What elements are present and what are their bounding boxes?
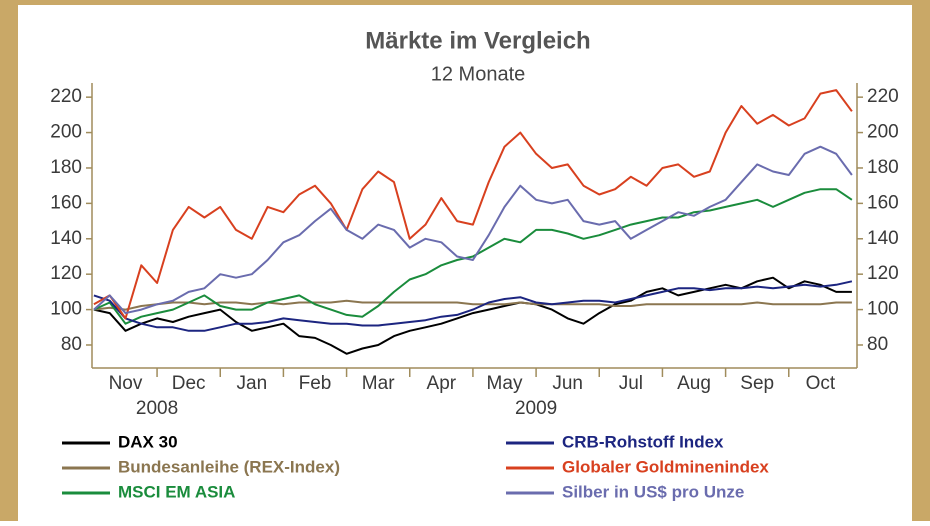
y-tick-label: 120 (50, 263, 82, 284)
x-tick-label: May (487, 373, 523, 394)
y-tick-label: 180 (50, 157, 82, 178)
y-tick-label: 160 (50, 192, 82, 213)
x-tick-label: Dec (172, 373, 206, 394)
y2-tick-label: 200 (867, 122, 899, 143)
x-tick-label: Apr (427, 373, 457, 394)
y2-tick-label: 140 (867, 228, 899, 249)
y-tick-label: 100 (50, 299, 82, 320)
y2-tick-label: 180 (867, 157, 899, 178)
series-line (93, 280, 853, 332)
x-tick-label: Sep (740, 373, 774, 394)
legend-label: Globaler Goldminenindex (562, 457, 769, 476)
legend-label: Silber in US$ pro Unze (562, 482, 744, 501)
series-line (93, 188, 853, 325)
legend-label: MSCI EM ASIA (118, 482, 235, 501)
legend-label: DAX 30 (118, 432, 178, 451)
x-tick-label: Nov (109, 373, 143, 394)
x-tick-label: Jun (552, 373, 583, 394)
legend-label: Bundesanleihe (REX-Index) (118, 457, 340, 476)
y2-tick-label: 100 (867, 299, 899, 320)
series-line (93, 89, 853, 320)
legend-label: CRB-Rohstoff Index (562, 432, 724, 451)
x-tick-label: Feb (299, 373, 332, 394)
y2-tick-label: 220 (867, 86, 899, 107)
panel (18, 5, 912, 521)
y-tick-label: 200 (50, 122, 82, 143)
x-tick-label: Oct (806, 373, 836, 394)
series-line (93, 299, 852, 311)
y-tick-label: 140 (50, 228, 82, 249)
x-tick-label: Aug (677, 373, 711, 394)
y2-tick-label: 80 (867, 334, 888, 355)
chart-subtitle: 12 Monate (431, 63, 526, 85)
y-tick-label: 80 (61, 334, 82, 355)
series-line (93, 145, 853, 315)
y2-tick-label: 120 (867, 263, 899, 284)
chart-title: Märkte im Vergleich (365, 27, 590, 54)
series-line (93, 276, 852, 355)
y2-tick-label: 160 (867, 192, 899, 213)
y-tick-label: 220 (50, 86, 82, 107)
year-label: 2008 (136, 398, 178, 419)
x-tick-label: Jul (619, 373, 643, 394)
x-tick-label: Mar (362, 373, 395, 394)
x-tick-label: Jan (237, 373, 268, 394)
year-label: 2009 (515, 398, 557, 419)
